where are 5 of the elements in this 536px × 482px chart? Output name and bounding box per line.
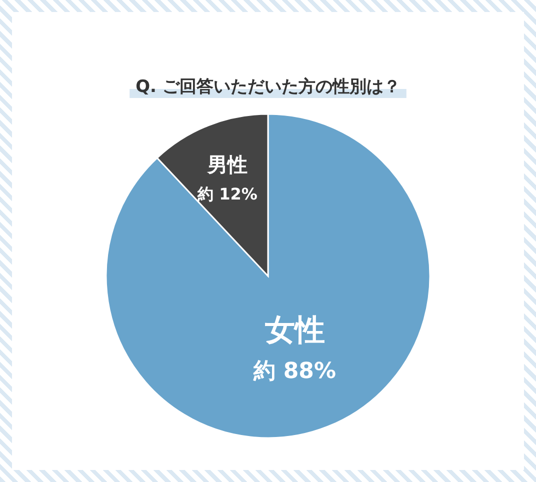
slice-label: 女性 [264,312,325,348]
chart-title: Q. ご回答いただいた方の性別は？ [136,77,400,97]
slice-label: 男性 [206,152,248,177]
data-label: 約 12% [196,184,258,204]
data-label: 約 88% [252,358,336,384]
